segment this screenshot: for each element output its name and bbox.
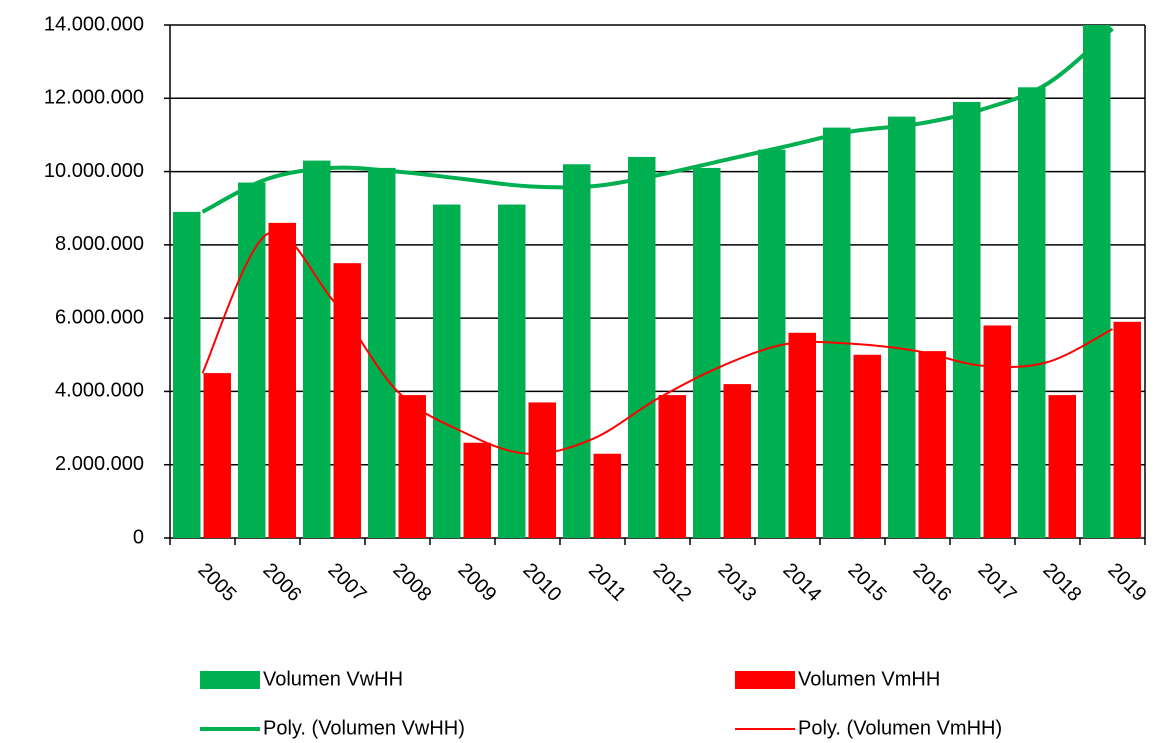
y-tick-label: 10.000.000 xyxy=(44,160,144,182)
legend-label: Poly. (Volumen VwHH) xyxy=(263,717,465,739)
bar xyxy=(853,354,881,538)
bar xyxy=(1018,87,1046,539)
bar xyxy=(398,395,426,538)
bar xyxy=(368,167,396,538)
legend-label: Poly. (Volumen VmHH) xyxy=(798,717,1002,739)
x-tick-label: 2019 xyxy=(1103,559,1150,606)
legend-label: Volumen VwHH xyxy=(263,668,403,690)
bar xyxy=(983,325,1011,538)
bar xyxy=(953,101,981,538)
bar xyxy=(1083,25,1111,538)
bar xyxy=(203,373,231,538)
legend-label: Volumen VmHH xyxy=(798,668,940,690)
bar xyxy=(888,116,916,538)
bar xyxy=(498,204,526,539)
bar xyxy=(1113,321,1141,538)
x-tick-label: 2016 xyxy=(908,559,955,606)
x-tick-label: 2008 xyxy=(388,559,435,606)
bar xyxy=(628,156,656,538)
bar xyxy=(693,167,721,538)
bar xyxy=(463,442,491,538)
bar xyxy=(303,160,331,539)
x-tick-label: 2011 xyxy=(584,560,630,606)
y-tick-label: 12.000.000 xyxy=(44,87,144,109)
x-tick-label: 2006 xyxy=(258,559,305,606)
bar xyxy=(238,182,266,539)
trend-line xyxy=(201,27,1114,214)
bar xyxy=(333,263,361,538)
bar xyxy=(723,384,751,538)
x-tick-label: 2017 xyxy=(973,559,1020,606)
bar xyxy=(823,127,851,538)
x-tick-label: 2010 xyxy=(518,559,565,606)
x-tick-label: 2018 xyxy=(1038,559,1085,606)
bar xyxy=(563,164,591,538)
bar xyxy=(593,453,621,538)
y-tick-label: 2.000.000 xyxy=(55,453,144,475)
bar xyxy=(918,351,946,538)
y-tick-label: 14.000.000 xyxy=(44,13,144,35)
bar xyxy=(788,332,816,538)
trend-line xyxy=(201,231,1113,455)
bar xyxy=(1048,395,1076,538)
x-tick-label: 2013 xyxy=(713,559,760,606)
bar xyxy=(268,222,296,538)
y-tick-label: 8.000.000 xyxy=(55,233,144,255)
x-tick-label: 2005 xyxy=(193,559,240,606)
bar xyxy=(433,204,461,539)
bar xyxy=(658,395,686,538)
bar xyxy=(528,402,556,538)
bar xyxy=(758,149,786,539)
y-tick-label: 0 xyxy=(133,526,144,548)
x-tick-label: 2015 xyxy=(843,559,890,606)
legend-swatch xyxy=(200,671,260,689)
x-tick-label: 2009 xyxy=(453,559,500,606)
x-tick-label: 2014 xyxy=(778,559,825,606)
y-tick-label: 4.000.000 xyxy=(55,380,144,402)
legend-swatch xyxy=(735,671,795,689)
x-tick-label: 2012 xyxy=(648,559,695,606)
x-tick-label: 2007 xyxy=(323,559,370,606)
bar xyxy=(173,211,201,538)
y-tick-label: 6.000.000 xyxy=(55,306,144,328)
